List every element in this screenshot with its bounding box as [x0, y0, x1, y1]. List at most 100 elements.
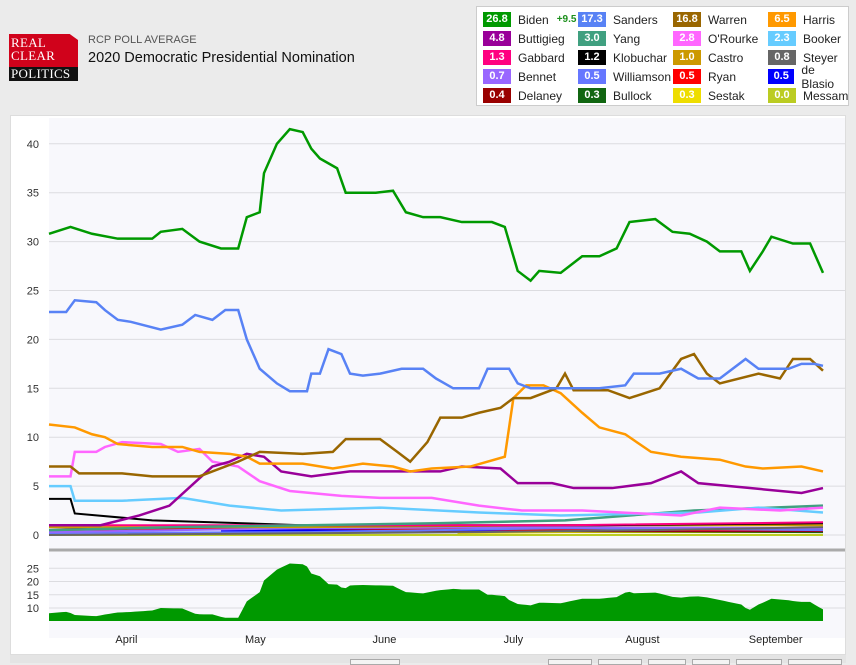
series-line-harris	[48, 384, 824, 473]
legend-value-badge: 2.8	[673, 31, 701, 46]
legend-value-badge: 0.7	[483, 69, 511, 84]
legend-item[interactable]: 0.3 Bullock	[578, 88, 652, 103]
legend-item[interactable]: 0.5 Williamson	[578, 69, 671, 84]
spread-y-tick-label: 15	[27, 590, 39, 602]
spread-y-tick-label: 20	[27, 577, 39, 589]
legend-item[interactable]: 1.2 Klobuchar	[578, 50, 667, 65]
legend-name: Booker	[803, 31, 842, 46]
chart-title: 2020 Democratic Presidential Nomination	[88, 50, 355, 66]
legend-value-badge: 0.5	[673, 69, 701, 84]
spread-y-tick-label: 25	[27, 563, 39, 575]
footer-button[interactable]	[788, 659, 842, 665]
logo-text: REAL	[11, 35, 47, 50]
legend-name: Warren	[708, 12, 747, 27]
legend-value-badge: 16.8	[673, 12, 701, 27]
legend-item[interactable]: 0.4 Delaney	[483, 88, 562, 103]
legend-name: Yang	[613, 31, 641, 46]
legend-value-badge: 0.5	[768, 69, 795, 84]
y-tick-label: 20	[27, 334, 39, 346]
legend: 26.8 Biden +9.5 17.3 Sanders 16.8 Warren 6.5 Har…	[476, 6, 849, 106]
y-tick-label: 25	[27, 286, 39, 298]
legend-item[interactable]: 2.8 O'Rourke	[673, 31, 758, 46]
series-line-yang	[48, 504, 824, 532]
series-line-bennet	[48, 526, 824, 534]
series-line-sanders	[49, 298, 824, 393]
legend-value-badge: 26.8	[483, 12, 511, 27]
legend-item[interactable]: 1.0 Castro	[673, 50, 743, 65]
legend-name: Buttigieg	[518, 31, 565, 46]
legend-value-badge: 1.0	[673, 50, 701, 65]
footer-button[interactable]	[736, 659, 782, 665]
legend-name: Castro	[708, 50, 744, 65]
series-line-biden	[48, 127, 825, 283]
legend-name: Ryan	[708, 69, 737, 84]
legend-item[interactable]: 6.5 Harris	[768, 12, 835, 27]
y-tick-label: 35	[27, 188, 39, 200]
y-tick-label: 15	[27, 383, 39, 395]
y-tick-label: 10	[27, 432, 39, 444]
legend-item[interactable]: 17.3 Sanders	[578, 12, 658, 27]
series-line-gabbard	[49, 521, 824, 527]
x-tick-label: June	[372, 634, 396, 646]
legend-item[interactable]: 26.8 Biden +9.5	[483, 12, 576, 27]
legend-item[interactable]: 0.5 de Blasio	[768, 63, 848, 91]
legend-value-badge: 6.5	[768, 12, 796, 27]
rcp-logo: REAL CLEAR POLITICS	[9, 34, 78, 81]
legend-name: Gabbard	[518, 50, 565, 65]
footer-bar	[10, 655, 846, 663]
series-line-orourke	[49, 440, 824, 517]
spread-value: +9.5	[556, 14, 577, 25]
legend-value-badge: 1.2	[578, 50, 606, 65]
legend-name: Williamson	[613, 69, 672, 84]
footer-button[interactable]	[648, 659, 686, 665]
y-tick-label: 0	[33, 530, 39, 542]
logo-text: POLITICS	[9, 67, 78, 81]
legend-name: Bennet	[518, 69, 557, 84]
legend-item[interactable]: 0.8 Steyer	[768, 50, 838, 65]
footer-button[interactable]	[598, 659, 642, 665]
legend-value-badge: 0.3	[578, 88, 606, 103]
legend-name: de Blasio	[801, 62, 835, 91]
x-tick-label: September	[749, 634, 803, 646]
series-line-warren	[49, 352, 824, 478]
legend-value-badge: 3.0	[578, 31, 606, 46]
legend-name: Sanders	[613, 12, 658, 27]
plot-background	[49, 118, 845, 638]
spread-y-tick-label: 10	[27, 603, 39, 615]
legend-name: O'Rourke	[708, 31, 759, 46]
y-tick-label: 40	[27, 139, 39, 151]
series-line-steyer	[48, 526, 824, 536]
legend-name: Klobuchar	[613, 50, 668, 65]
x-tick-label: April	[115, 634, 137, 646]
legend-name: Biden	[518, 12, 549, 27]
footer-button[interactable]	[692, 659, 730, 665]
legend-item[interactable]: 0.3 Sestak	[673, 88, 745, 103]
legend-name: Sestak	[708, 88, 745, 103]
legend-item[interactable]: 2.3 Booker	[768, 31, 841, 46]
legend-item[interactable]: 0.5 Ryan	[673, 69, 736, 84]
legend-item[interactable]: 0.7 Bennet	[483, 69, 556, 84]
spread-area	[49, 563, 823, 621]
chart-panel: 0 5 10 15 20 25 30 35 40 10 15 20 25 April May June July…	[10, 115, 846, 655]
x-tick-label: May	[245, 634, 266, 646]
legend-item[interactable]: 16.8 Warren	[673, 12, 747, 27]
legend-item[interactable]: 3.0 Yang	[578, 31, 640, 46]
logo-text: CLEAR	[11, 48, 56, 63]
legend-item[interactable]: 4.8 Buttigieg	[483, 31, 565, 46]
legend-value-badge: 0.3	[673, 88, 701, 103]
legend-item[interactable]: 0.0 Messam	[768, 88, 848, 103]
legend-value-badge: 0.8	[768, 50, 796, 65]
footer-button[interactable]	[548, 659, 592, 665]
legend-value-badge: 1.3	[483, 50, 511, 65]
legend-name: Messam	[803, 88, 849, 103]
legend-name: Bullock	[613, 88, 652, 103]
y-tick-label: 30	[27, 237, 39, 249]
legend-value-badge: 2.3	[768, 31, 796, 46]
legend-item[interactable]: 1.3 Gabbard	[483, 50, 565, 65]
legend-value-badge: 17.3	[578, 12, 606, 27]
legend-name: Delaney	[518, 88, 563, 103]
x-tick-label: July	[504, 634, 524, 646]
footer-button[interactable]	[350, 659, 400, 665]
legend-value-badge: 0.5	[578, 69, 606, 84]
